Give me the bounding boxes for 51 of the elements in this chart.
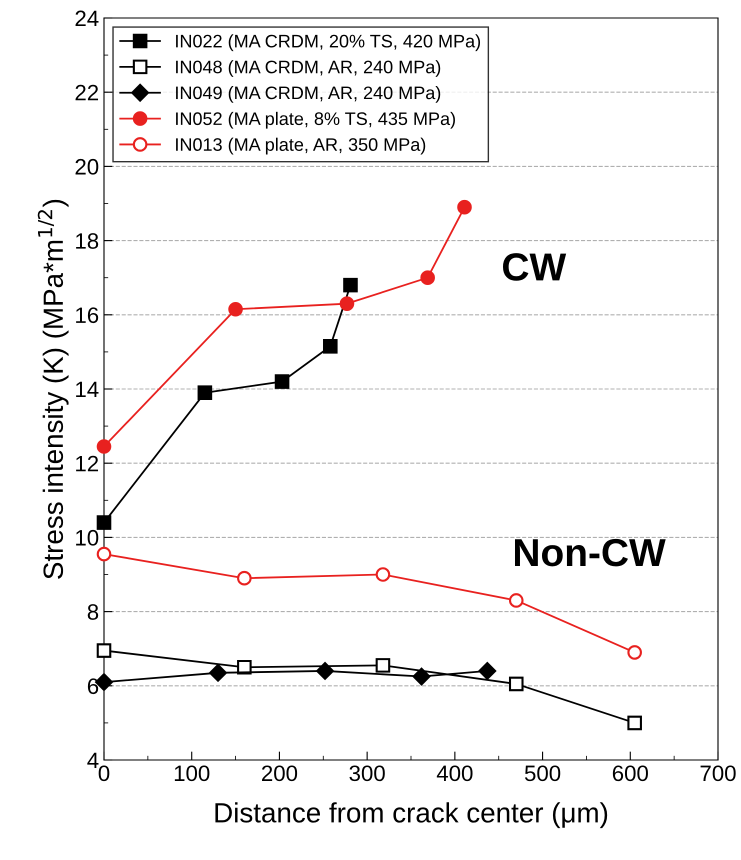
legend-label: IN048 (MA CRDM, AR, 240 MPa) [176,60,440,77]
x-tick-label: 200 [262,765,298,782]
point [376,567,390,582]
y-tick-label: 8 [88,604,98,620]
point [376,658,390,673]
x-tick-label: 300 [349,765,385,782]
y-tick-label: 20 [76,158,98,175]
x-tick-label: 600 [612,765,648,782]
point [274,374,290,389]
y-tick-label: 14 [76,382,98,398]
legend-label: IN022 (MA CRDM, 20% TS, 420 MPa) [176,34,480,52]
point [316,662,334,680]
point [508,676,524,692]
y-tick-label: 12 [76,456,98,472]
x-axis-title: Distance from crack center (μm) [215,802,608,828]
x-tick-label: 500 [524,765,560,782]
y-tick-label: 10 [76,530,98,546]
point [96,515,112,530]
point [478,662,496,680]
point [412,668,430,686]
annotation: Non-CW [514,538,666,566]
point [627,716,642,730]
y-tick-label: 24 [76,10,98,26]
point [96,439,112,454]
x-tick-label: 700 [700,765,736,782]
point [96,546,112,562]
y-tick-label: 4 [87,752,98,768]
x-tick-label: 400 [436,765,473,782]
y-tick-label: 16 [76,307,98,324]
point [627,645,642,660]
point [228,302,243,317]
x-tick-label: 100 [174,765,210,782]
y-axis-title: Stress intensity (K) (MPa*m$^{1/2}$) [38,200,69,579]
legend-label: IN013 (MA plate, AR, 350 MPa) [176,138,426,155]
legend-label: IN049 (MA CRDM, AR, 240 MPa) [176,86,440,103]
point [340,296,354,311]
y-tick-label: 6 [88,678,98,694]
point [420,270,435,285]
point [508,593,524,608]
y-tick-label: 22 [76,84,98,100]
point [237,570,252,586]
point [323,339,338,354]
y-tick-label: 18 [76,233,98,249]
point [209,664,227,682]
x-tick-label: 0 [98,765,110,782]
point [343,278,358,292]
legend-label: IN052 (MA plate, 8% TS, 435 MPa) [176,112,455,129]
annotation: CW [503,253,566,281]
point [198,385,212,400]
point [457,200,472,215]
point [96,643,112,658]
